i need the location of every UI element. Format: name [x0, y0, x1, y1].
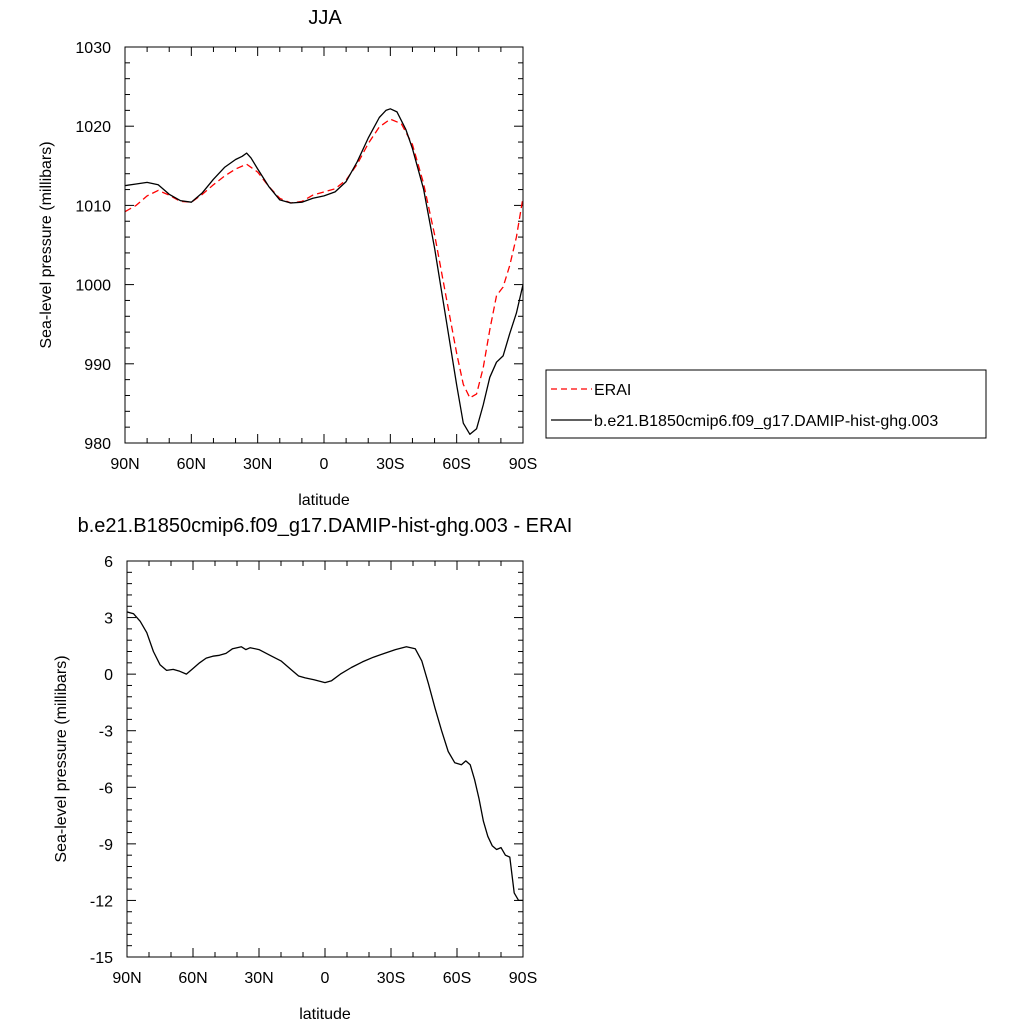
top-y-tick-label: 1000	[75, 278, 111, 295]
bottom-chart-x-axis-label: latitude	[299, 1006, 351, 1023]
top-series-line-0	[124, 118, 524, 399]
bottom-chart-y-tick-labels: -15 -12 -9 -6 -3 0 3 6	[90, 554, 113, 967]
bottom-chart-plot-area	[126, 560, 524, 958]
bottom-x-tick-label: 30N	[244, 970, 273, 987]
top-y-tick-label: 1030	[75, 40, 111, 57]
bottom-y-tick-label: 0	[104, 667, 113, 684]
top-chart: JJA 90N 60N 30N 0 30S 60S 90S 980 990 1000 1010 10…	[38, 7, 537, 509]
top-chart-y-tick-labels: 980 990 1000 1010 1020 1030	[75, 40, 111, 453]
bottom-x-tick-label: 0	[321, 970, 330, 987]
bottom-y-tick-label: 3	[104, 611, 113, 628]
bottom-chart: b.e21.B1850cmip6.f09_g17.DAMIP-hist-ghg.…	[53, 515, 572, 1023]
bottom-x-tick-label: 60N	[178, 970, 207, 987]
top-x-tick-label: 60N	[177, 456, 206, 473]
top-chart-plot-area	[124, 46, 524, 444]
bottom-y-tick-label: -9	[99, 837, 113, 854]
legend-label-model: b.e21.B1850cmip6.f09_g17.DAMIP-hist-ghg.…	[594, 413, 938, 430]
bottom-series-line-0	[126, 611, 523, 902]
bottom-y-tick-label: 6	[104, 554, 113, 571]
bottom-x-tick-label: 90N	[112, 970, 141, 987]
top-series-line-1	[124, 108, 524, 435]
bottom-chart-x-tick-labels: 90N 60N 30N 0 30S 60S 90S	[112, 970, 537, 987]
top-y-tick-label: 990	[84, 357, 111, 374]
bottom-chart-y-axis-label: Sea-level pressure (millibars)	[53, 655, 70, 862]
top-x-tick-label: 30S	[376, 456, 404, 473]
top-y-tick-label: 1010	[75, 198, 111, 215]
top-y-tick-label: 1020	[75, 119, 111, 136]
top-x-tick-label: 0	[320, 456, 329, 473]
top-chart-x-axis-label: latitude	[298, 492, 350, 509]
legend-label-erai: ERAI	[594, 382, 631, 399]
bottom-y-tick-label: -15	[90, 950, 113, 967]
top-y-tick-label: 980	[84, 436, 111, 453]
top-chart-title: JJA	[308, 7, 342, 29]
top-chart-series	[124, 108, 524, 435]
bottom-chart-ticks	[126, 560, 524, 958]
bottom-chart-title: b.e21.B1850cmip6.f09_g17.DAMIP-hist-ghg.…	[78, 515, 573, 537]
bottom-x-tick-label: 60S	[443, 970, 471, 987]
legend-box	[545, 369, 987, 439]
bottom-x-tick-label: 30S	[377, 970, 405, 987]
bottom-x-tick-label: 90S	[509, 970, 537, 987]
legend: ERAI b.e21.B1850cmip6.f09_g17.DAMIP-hist…	[545, 369, 987, 439]
bottom-chart-series	[126, 611, 523, 902]
top-x-tick-label: 30N	[243, 456, 272, 473]
top-x-tick-label: 90S	[509, 456, 537, 473]
bottom-y-tick-label: -12	[90, 893, 113, 910]
top-x-tick-label: 90N	[110, 456, 139, 473]
bottom-y-tick-label: -6	[99, 780, 113, 797]
top-chart-y-axis-label: Sea-level pressure (millibars)	[38, 141, 55, 348]
top-chart-x-tick-labels: 90N 60N 30N 0 30S 60S 90S	[110, 456, 537, 473]
top-x-tick-label: 60S	[442, 456, 470, 473]
bottom-y-tick-label: -3	[99, 724, 113, 741]
